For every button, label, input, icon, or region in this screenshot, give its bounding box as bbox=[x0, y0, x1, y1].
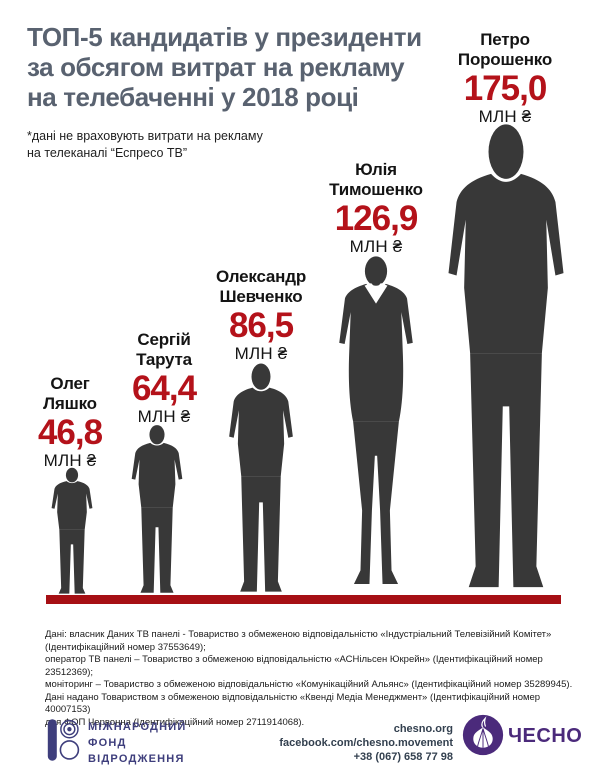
source-line: для ФОП Червонна (Ідентифікаційний номер… bbox=[45, 716, 305, 728]
footnote-line-2: на телеканалі “Еспресо ТВ” bbox=[27, 146, 188, 160]
label-lyashko: Олег Ляшко 46,8 МЛН ₴ bbox=[0, 374, 155, 470]
irf-label-line: ФОНД bbox=[88, 737, 127, 749]
page-title: ТОП-5 кандидатів у президенти за обсягом… bbox=[27, 22, 457, 112]
irf-label-line: МІЖНАРОДНИЙ bbox=[88, 721, 187, 733]
chesno-wordmark: ЧЕСНО bbox=[508, 725, 583, 747]
silhouette-lyashko-icon bbox=[51, 467, 93, 594]
candidate-unit: МЛН ₴ bbox=[234, 344, 288, 363]
irf-label: МІЖНАРОДНИЙ ФОНД ВІДРОДЖЕННЯ bbox=[88, 719, 186, 767]
candidate-amount: 46,8 bbox=[37, 413, 103, 452]
candidate-last-name: Ляшко bbox=[43, 394, 97, 413]
title-line-1: ТОП-5 кандидатів у президенти bbox=[27, 22, 422, 52]
contact-facebook: facebook.com/chesno.movement bbox=[279, 737, 453, 749]
baseline-bar bbox=[46, 595, 561, 604]
silhouette-poroshenko-icon bbox=[448, 124, 564, 588]
source-line: Дані: власник Даних ТВ панелі - Товарист… bbox=[45, 629, 552, 640]
label-tymoshenko: Юлія Тимошенко 126,9 МЛН ₴ bbox=[291, 160, 461, 256]
irf-label-line: ВІДРОДЖЕННЯ bbox=[88, 753, 185, 765]
silhouette-tymoshenko-icon bbox=[339, 256, 413, 585]
candidate-first-name: Юлія bbox=[355, 160, 397, 179]
candidate-last-name: Тимошенко bbox=[329, 180, 423, 199]
label-shevchenko: Олександр Шевченко 86,5 МЛН ₴ bbox=[176, 267, 346, 363]
candidate-first-name: Олег bbox=[50, 374, 90, 393]
candidate-amount: 86,5 bbox=[228, 306, 294, 345]
candidate-amount: 175,0 bbox=[463, 69, 548, 108]
candidate-last-name: Порошенко bbox=[457, 50, 553, 69]
contact-website: chesno.org bbox=[393, 723, 453, 735]
candidate-first-name: Сергій bbox=[137, 330, 191, 349]
candidate-unit: МЛН ₴ bbox=[137, 407, 191, 426]
candidate-last-name: Тарута bbox=[136, 350, 192, 369]
silhouette-shevchenko-icon bbox=[229, 363, 293, 592]
contacts-block: chesno.org facebook.com/chesno.movement … bbox=[275, 722, 453, 764]
candidate-first-name: Олександр bbox=[215, 267, 307, 286]
candidate-first-name: Петро bbox=[480, 30, 530, 49]
candidate-unit: МЛН ₴ bbox=[349, 237, 403, 256]
footnote-line-1: *дані не враховують витрати на рекламу bbox=[27, 129, 263, 143]
irf-logo-icon bbox=[47, 719, 80, 761]
candidate-unit: МЛН ₴ bbox=[478, 107, 532, 126]
source-line: моніторинг – Товариство з обмеженою відп… bbox=[45, 679, 573, 690]
contact-phone: +38 (067) 658 77 98 bbox=[353, 751, 453, 763]
candidate-amount: 126,9 bbox=[334, 199, 419, 238]
label-taruta: Сергій Тарута 64,4 МЛН ₴ bbox=[79, 330, 249, 426]
source-line: Дані надано Товариством з обмеженою відп… bbox=[45, 691, 541, 716]
candidate-amount: 64,4 bbox=[131, 369, 197, 408]
label-poroshenko: Петро Порошенко 175,0 МЛН ₴ bbox=[420, 30, 590, 126]
title-line-3: на телебаченні у 2018 році bbox=[27, 82, 359, 112]
data-sources: Дані: власник Даних ТВ панелі - Товарист… bbox=[45, 629, 585, 729]
chesno-garlic-logo-icon bbox=[462, 714, 504, 756]
source-line: (Ідентифікаційний номер 37553649); bbox=[45, 641, 206, 653]
silhouette-taruta-icon bbox=[131, 425, 183, 593]
candidate-last-name: Шевченко bbox=[219, 287, 303, 306]
title-line-2: за обсягом витрат на рекламу bbox=[27, 52, 405, 82]
source-line: оператор ТВ панелі – Товариство з обмеже… bbox=[45, 654, 543, 678]
candidate-unit: МЛН ₴ bbox=[43, 451, 97, 470]
footnote: *дані не враховують витрати на рекламу н… bbox=[27, 128, 327, 162]
